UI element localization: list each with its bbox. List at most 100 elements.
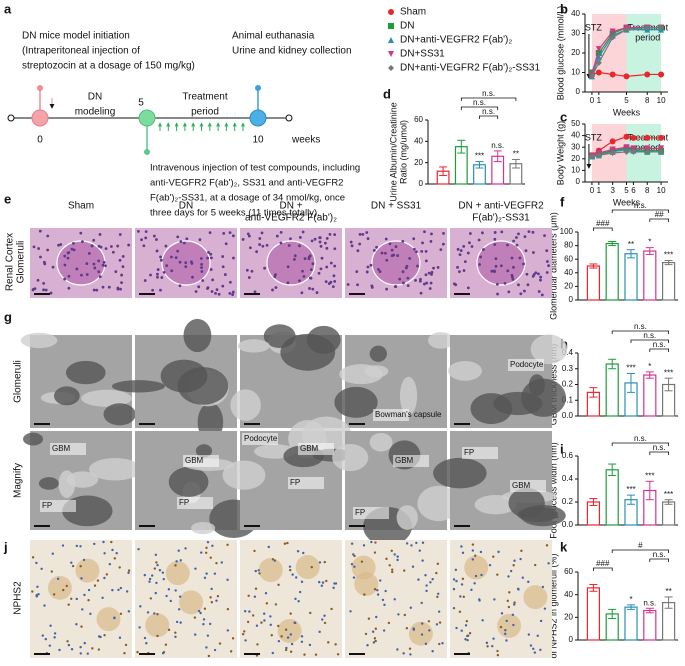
nucleus: [200, 270, 204, 273]
nucleus: [405, 626, 409, 630]
nucleus: [441, 642, 444, 645]
nucleus: [477, 238, 481, 242]
nucleus: [35, 561, 38, 565]
nucleus: [500, 230, 504, 234]
nucleus: [161, 571, 165, 574]
scale-bar: [244, 653, 260, 655]
note-bg: [298, 443, 334, 455]
nucleus: [277, 624, 280, 628]
nucleus: [499, 625, 503, 629]
nucleus: [208, 622, 212, 626]
x-tick-label: 10: [657, 96, 666, 105]
nucleus: [349, 240, 353, 244]
week-tick: 5: [138, 98, 144, 109]
nucleus: [160, 276, 164, 279]
nucleus: [294, 597, 297, 601]
nucleus: [286, 636, 290, 639]
nucleus: [478, 599, 481, 602]
nucleus: [215, 288, 219, 291]
nucleus: [81, 608, 84, 611]
y-tick-label: 0: [576, 177, 581, 186]
nucleus: [121, 254, 125, 258]
nucleus: [327, 641, 330, 644]
nucleus: [179, 621, 182, 624]
micrograph: [23, 431, 142, 530]
data-point: [595, 69, 602, 76]
nucleus: [221, 255, 225, 258]
nucleus: [48, 644, 52, 647]
nucleus: [515, 243, 519, 247]
error-bar: [589, 498, 598, 506]
nucleus: [402, 281, 405, 285]
nucleus: [534, 563, 537, 567]
nucleus: [496, 649, 499, 653]
nucleus: [176, 249, 180, 253]
nucleus: [228, 292, 232, 295]
time-node: [249, 109, 267, 127]
nucleus: [402, 652, 405, 655]
nucleus: [32, 245, 36, 249]
nucleus: [207, 654, 211, 658]
comparison-label: n.s.: [634, 322, 647, 331]
structure: [183, 318, 212, 353]
nucleus: [458, 270, 461, 274]
nucleus: [332, 586, 335, 590]
nucleus: [516, 587, 520, 591]
nucleus: [422, 282, 426, 286]
nucleus: [50, 570, 54, 573]
legend-label: DN: [400, 21, 414, 32]
nucleus: [285, 646, 288, 650]
scale-bar: [244, 293, 260, 295]
y-tick-label: 0.2: [562, 497, 574, 506]
nucleus: [143, 636, 147, 640]
nucleus: [67, 286, 71, 290]
nucleus: [512, 265, 515, 269]
micrograph: [240, 228, 342, 298]
nucleus: [531, 230, 535, 234]
nucleus: [144, 236, 148, 240]
nucleus: [401, 239, 405, 243]
nucleus: [85, 262, 89, 265]
nucleus: [511, 613, 515, 617]
nucleus: [59, 243, 63, 246]
nucleus: [279, 230, 283, 234]
nucleus: [485, 641, 489, 645]
nucleus: [79, 645, 82, 649]
nucleus: [331, 285, 335, 289]
nucleus: [206, 540, 210, 544]
scale-bar: [34, 293, 50, 295]
nucleus: [162, 577, 165, 581]
nucleus: [466, 251, 470, 255]
nucleus: [492, 637, 495, 640]
nucleus: [537, 272, 540, 276]
legend-label: Sham: [400, 7, 426, 18]
nucleus: [75, 597, 78, 601]
nucleus: [67, 643, 71, 647]
nucleus: [372, 249, 376, 252]
nucleus: [102, 260, 106, 264]
nucleus: [325, 265, 329, 269]
nucleus: [123, 652, 126, 655]
data-point: [658, 24, 665, 31]
nucleus: [253, 290, 257, 294]
nucleus: [409, 606, 412, 609]
nucleus: [176, 235, 180, 239]
nucleus: [424, 273, 428, 277]
nucleus: [97, 244, 101, 248]
nucleus: [388, 564, 391, 567]
error-bar: [664, 499, 673, 505]
nucleus: [417, 578, 420, 581]
nucleus: [36, 585, 39, 588]
image-annotation: FP: [42, 501, 52, 510]
error-bar: [627, 604, 635, 610]
nucleus: [263, 619, 266, 622]
y-tick-label: 60: [564, 567, 573, 576]
nucleus: [245, 268, 249, 272]
nucleus: [258, 572, 261, 575]
nucleus: [441, 242, 445, 246]
legend-label: DN+anti-VEGFR2 F(ab')₂: [400, 35, 512, 46]
structure: [396, 505, 418, 530]
timeline-end: [285, 114, 293, 122]
nucleus: [270, 634, 273, 637]
nucleus: [167, 628, 171, 632]
